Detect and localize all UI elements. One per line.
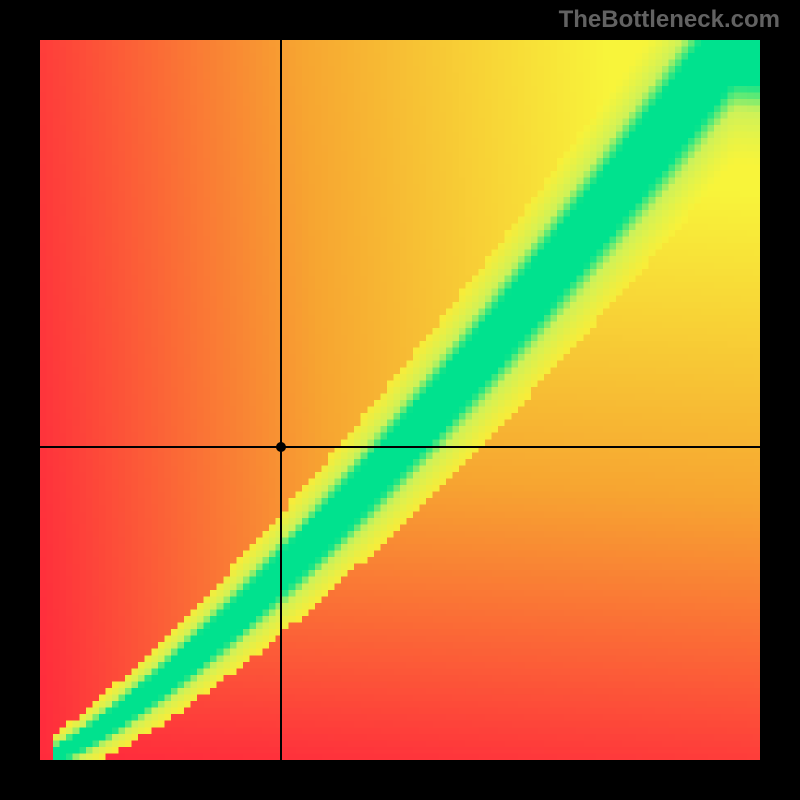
- crosshair-horizontal: [40, 446, 760, 448]
- watermark-text: TheBottleneck.com: [559, 6, 780, 34]
- marker-dot: [276, 442, 286, 452]
- bottleneck-heatmap: [40, 40, 760, 760]
- chart-container: TheBottleneck.com: [0, 0, 800, 800]
- crosshair-vertical: [280, 40, 282, 760]
